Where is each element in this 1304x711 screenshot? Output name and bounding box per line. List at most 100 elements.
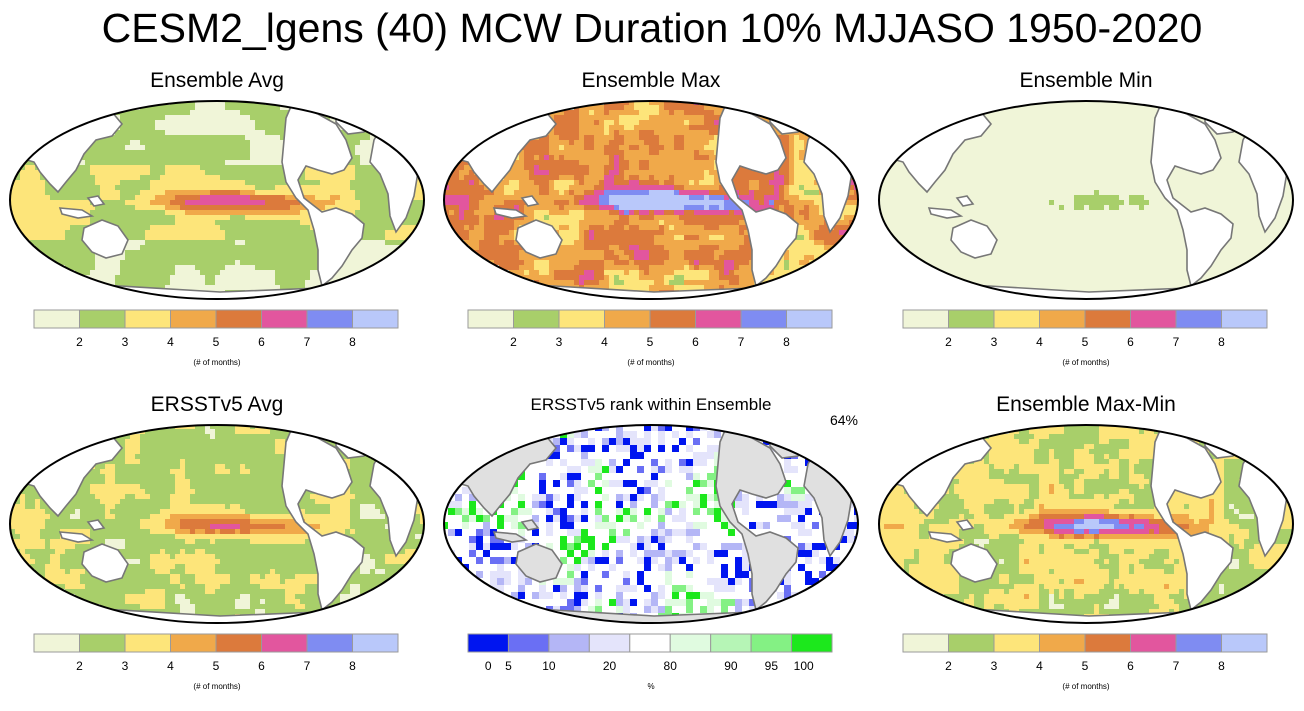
map-cell [205,205,210,210]
map-cell [125,220,130,225]
map-cell [679,180,684,185]
map-cell [814,250,819,255]
map-cell [604,220,609,225]
map-cell [569,245,574,250]
map-cell [65,205,70,210]
map-cell [355,195,360,200]
map-cell [709,105,714,110]
map-cell [75,230,80,235]
map-cell [145,255,150,260]
map-cell [599,235,604,240]
map-cell [524,210,529,215]
map-cell [185,185,190,190]
map-cell [644,160,649,165]
map-cell [494,255,499,260]
map-cell [704,280,709,285]
map-cell [150,190,155,195]
map-cell [554,185,559,190]
map-cell [325,180,330,185]
map-cell [305,230,310,235]
map-cell [280,429,285,434]
map-cell [240,101,245,105]
map-cell [240,250,245,255]
map-cell [729,215,734,220]
map-cell [699,210,704,215]
map-cell [1094,195,1099,200]
map-cell [195,220,200,225]
map-cell [459,200,464,205]
map-cell [55,215,60,220]
map-cell [649,175,654,180]
map-cell [330,190,335,195]
map-cell [200,175,205,180]
map-cell [285,235,290,240]
map-cell [529,155,534,160]
map-cell [509,255,514,260]
map-cell [759,205,764,210]
map-cell [709,245,714,250]
map-cell [265,165,270,170]
map-cell [539,260,544,265]
map-cell [469,180,474,185]
map-cell [225,195,230,200]
map-cell [679,235,684,240]
map-cell [195,444,200,449]
map-cell [734,235,739,240]
map-cell [185,210,190,215]
map-cell [669,210,674,215]
map-cell [674,195,679,200]
map-cell [549,185,554,190]
map-cell [794,215,799,220]
map-cell [275,210,280,215]
map-cell [559,135,564,140]
map-cell [709,120,714,125]
map-cell [20,215,25,220]
map-cell [50,210,55,215]
map-cell [704,170,709,175]
map-cell [624,280,629,285]
map-cell [280,175,285,180]
map-cell [180,215,185,220]
map-cell [664,280,669,285]
map-cell [255,225,260,230]
map-cell [584,180,589,185]
map-cell [200,185,205,190]
map-cell [809,215,814,220]
map-cell [804,175,809,180]
map-cell [614,115,619,120]
map-cell [375,225,380,230]
map-cell [145,155,150,160]
map-cell [669,195,674,200]
map-cell [779,180,784,185]
map-cell [240,220,245,225]
map-cell [604,225,609,230]
map-cell [235,165,240,170]
map-cell [704,155,709,160]
map-cell [524,155,529,160]
map-cell [135,200,140,205]
map-cell [649,270,654,275]
map-cell [774,195,779,200]
map-cell [629,220,634,225]
map-cell [599,225,604,230]
map-cell [674,180,679,185]
map-cell [794,210,799,215]
map-cell [175,155,180,160]
map-cell [265,439,270,444]
map-cell [504,260,509,265]
map-cell [100,150,105,155]
map-cell [175,200,180,205]
map-cell [255,429,260,434]
map-cell [619,220,624,225]
map-cell [140,275,145,280]
map-cell [544,165,549,170]
map-cell [614,205,619,210]
map-cell [105,140,110,145]
map-cell [524,190,529,195]
map-cell [265,195,270,200]
map-cell [90,260,95,265]
map-cell [115,275,120,280]
map-cell [514,185,519,190]
map-cell [120,220,125,225]
map-cell [15,205,20,210]
